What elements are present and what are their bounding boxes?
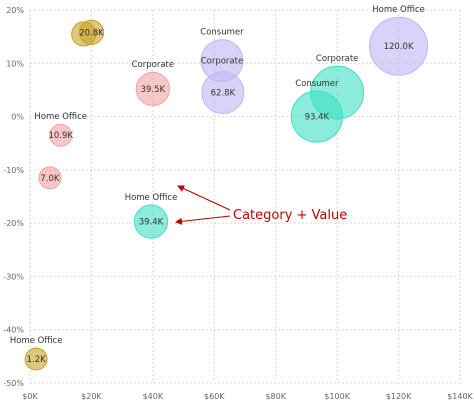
annotation: Category + Value	[175, 185, 347, 225]
annotation-arrow-value	[175, 215, 231, 225]
x-tick-label: $60K	[204, 392, 225, 401]
axis-tick-labels: 20% 10% 0% -10% -20% -30% -40% -50% $0K $20K $40K $…	[3, 6, 473, 401]
data-labels: 20.8K 1.2K Home Office 39.5K Corporate 10.9K H…	[10, 5, 425, 365]
bubble-category-label: Home Office	[10, 336, 63, 346]
bubble-value-label: 1.2K	[27, 355, 47, 365]
bubble-category-label: Home Office	[372, 5, 425, 15]
y-tick-label: 0%	[11, 113, 24, 122]
bubble-value-label: Corporate	[201, 57, 244, 67]
x-tick-label: $40K	[143, 392, 164, 401]
x-tick-label: $0K	[22, 392, 38, 401]
x-tick-label: $80K	[265, 392, 286, 401]
bubble-teal[interactable]	[290, 90, 343, 143]
bubble-value-label: 39.4K	[139, 218, 164, 228]
bubble-lavender[interactable]	[201, 71, 245, 115]
bubble-category-label: Home Office	[125, 193, 178, 203]
y-tick-label: 20%	[6, 6, 24, 15]
bubble-category-label: Corporate	[132, 60, 175, 70]
y-tick-label: 10%	[6, 59, 24, 68]
bubble-gold[interactable]	[24, 347, 48, 371]
annotation-text: Category + Value	[233, 208, 347, 223]
bubble-value-label: 39.5K	[141, 85, 166, 95]
bubble-category-label: Consumer	[295, 79, 339, 89]
y-tick-label: -30%	[3, 272, 24, 281]
x-tick-label: $20K	[81, 392, 102, 401]
bubble-value-label: 93.4K	[305, 113, 330, 123]
bubble-value-label: 62.8K	[211, 89, 236, 99]
bubble-pink[interactable]	[38, 166, 62, 190]
y-tick-label: -20%	[3, 219, 24, 228]
bubble-category-label: Consumer	[200, 28, 244, 38]
bubble-value-label: 20.8K	[79, 28, 104, 38]
bubbles	[24, 16, 429, 371]
x-tick-label: $120K	[386, 392, 412, 401]
bubble-pink[interactable]	[135, 71, 170, 107]
x-tick-label: $100K	[324, 392, 350, 401]
y-tick-label: -10%	[3, 166, 24, 175]
bubble-value-label: 7.0K	[40, 174, 60, 184]
bubble-gold[interactable]	[78, 19, 105, 45]
bubble-teal[interactable]	[133, 204, 169, 239]
annotation-arrow-category	[177, 185, 231, 211]
x-tick-label: $140K	[447, 392, 473, 401]
bubble-category-label: Corporate	[316, 54, 359, 64]
bubble-lavender[interactable]	[369, 16, 429, 76]
bubble-value-label: 120.0K	[384, 42, 414, 52]
bubble-value-label: 10.9K	[48, 131, 73, 141]
bubble-pink[interactable]	[49, 123, 73, 147]
y-tick-label: -50%	[3, 379, 24, 388]
y-tick-label: -40%	[3, 326, 24, 335]
bubble-category-label: Home Office	[34, 112, 87, 122]
